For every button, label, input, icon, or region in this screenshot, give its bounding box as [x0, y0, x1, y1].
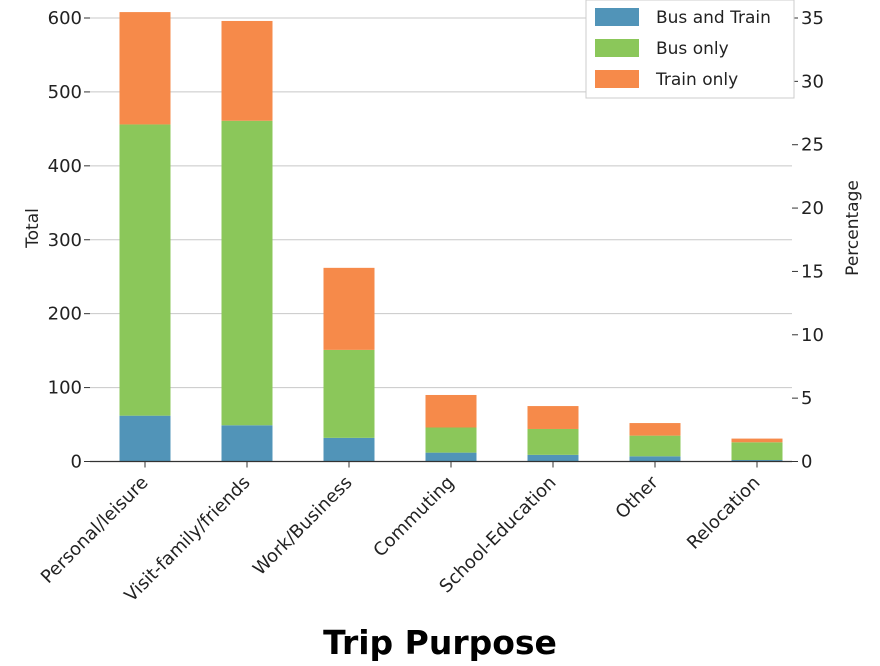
bar-bus-only: [629, 435, 681, 457]
y-tick-label: 300: [48, 230, 82, 251]
y-tick-label: 0: [71, 452, 82, 473]
y2-tick-label: 0: [801, 452, 812, 473]
y2-tick-label: 15: [801, 261, 824, 282]
gridlines: [90, 17, 792, 389]
y-axis-title: Total: [23, 208, 43, 249]
y-tick-label: 500: [48, 82, 82, 103]
bars: [119, 12, 783, 462]
y-tick-label: 600: [48, 8, 82, 29]
y2-axis-title: Percentage: [843, 180, 863, 276]
bar-bus-and-train: [323, 437, 375, 462]
bar-bus-only: [731, 442, 783, 461]
y2-tick-label: 5: [801, 388, 812, 409]
bar-train-only: [731, 438, 783, 443]
legend-swatch: [595, 39, 639, 57]
bar-train-only: [425, 394, 477, 428]
bar-train-only: [629, 423, 681, 436]
bar-bus-and-train: [731, 460, 783, 462]
bar-bus-and-train: [527, 454, 579, 462]
x-tick-label: Personal/leisure: [37, 472, 153, 588]
bar-bus-and-train: [221, 425, 273, 462]
bar-bus-and-train: [425, 452, 477, 462]
x-tick-label: Other: [612, 472, 663, 523]
y2-axis-ticks: 0 5 10 15 20 25 30 35: [792, 8, 824, 473]
bar-train-only: [323, 267, 375, 350]
y-axis-ticks: 0 100 200 300 400 500 600: [48, 8, 90, 473]
bar-bus-only: [221, 120, 273, 426]
y-tick-label: 400: [48, 156, 82, 177]
y2-tick-label: 35: [801, 8, 824, 29]
y-tick-label: 100: [48, 378, 82, 399]
legend-label: Bus only: [656, 39, 729, 59]
y2-tick-label: 10: [801, 325, 824, 346]
legend-label: Bus and Train: [656, 8, 771, 28]
bar-bus-and-train: [119, 415, 171, 462]
y2-tick-label: 20: [801, 198, 824, 219]
legend: Bus and Train Bus only Train only: [585, 0, 795, 99]
bar-train-only: [119, 12, 171, 125]
bar-bus-only: [425, 427, 477, 453]
y2-tick-label: 30: [801, 71, 824, 92]
bar-bus-only: [527, 428, 579, 455]
x-axis-ticks: Personal/leisureVisit-family/friendsWork…: [37, 461, 765, 606]
x-tick-label: Commuting: [369, 472, 458, 561]
bar-train-only: [221, 20, 273, 121]
legend-label: Train only: [655, 70, 738, 90]
bar-bus-and-train: [629, 456, 681, 462]
legend-swatch: [595, 8, 639, 26]
bar-bus-only: [119, 124, 171, 416]
x-tick-label: Relocation: [683, 472, 764, 553]
y2-tick-label: 25: [801, 135, 824, 156]
y-tick-label: 200: [48, 304, 82, 325]
bar-train-only: [527, 406, 579, 429]
x-axis-title: Trip Purpose: [323, 623, 557, 662]
legend-swatch: [595, 70, 639, 88]
bar-bus-only: [323, 349, 375, 438]
x-tick-label: Work/Business: [249, 472, 357, 580]
